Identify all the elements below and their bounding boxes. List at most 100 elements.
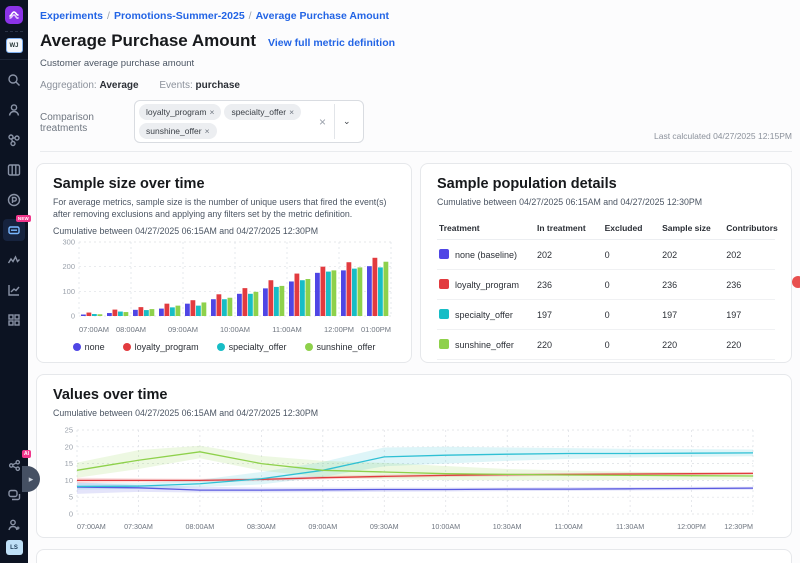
bar-specialty_offer <box>170 307 175 316</box>
bar-none <box>341 270 346 316</box>
values-range: Cumulative between 04/27/2025 06:15AM an… <box>53 408 319 418</box>
sample-size-cell: 236 <box>660 269 725 300</box>
bar-sunshine_offer <box>201 302 207 316</box>
treatment-chip[interactable]: sunshine_offer × <box>139 123 217 139</box>
in-treatment-cell: 220 <box>535 329 603 360</box>
sidebar-divider <box>0 59 28 60</box>
clear-all-icon[interactable]: × <box>319 114 327 129</box>
treatment-chip[interactable]: specialty_offer × <box>224 104 302 120</box>
legend-item-specialty_offer[interactable]: specialty_offer <box>216 342 287 352</box>
search-icon[interactable] <box>3 69 25 91</box>
legend-dot <box>304 342 313 351</box>
population-range: Cumulative between 04/27/2025 06:15AM an… <box>437 197 703 207</box>
aggregation-label: Aggregation: <box>40 80 97 91</box>
chevron-down-icon[interactable]: ⌄ <box>343 116 351 126</box>
bar-loyalty_program <box>190 299 196 316</box>
page-title: Average Purchase Amount <box>40 31 257 50</box>
svg-text:11:00AM: 11:00AM <box>555 522 583 531</box>
chat-icon[interactable] <box>3 484 25 506</box>
bar-none <box>159 308 164 316</box>
treatment-cell: none (baseline) <box>437 239 536 270</box>
svg-text:12:00PM: 12:00PM <box>324 325 354 334</box>
legend-item-loyalty_program[interactable]: loyalty_program <box>122 341 199 352</box>
bar-loyalty_program <box>164 303 170 316</box>
treatment-cell: sunshine_offer <box>437 329 536 360</box>
bar-sunshine_offer <box>149 308 155 316</box>
sample-size-cell: 220 <box>660 329 725 360</box>
svg-text:01:00PM: 01:00PM <box>361 325 391 334</box>
bar-sunshine_offer <box>279 285 285 316</box>
product-analytics-icon[interactable] <box>3 189 25 211</box>
confidence-band-specialty_offer <box>77 446 753 490</box>
in-treatment-cell: 202 <box>535 239 603 270</box>
table-row: specialty_offer 197 0 197 197 <box>437 299 775 330</box>
invite-user-icon[interactable] <box>3 514 25 536</box>
table-row: none (baseline) 202 0 202 202 <box>437 239 775 270</box>
select-divider <box>334 104 336 139</box>
bar-sunshine_offer <box>383 261 389 316</box>
app-logo-icon[interactable] <box>5 6 23 24</box>
table-row: loyalty_program 236 0 236 236 <box>437 269 775 300</box>
dashboard-grid-icon[interactable] <box>3 309 25 331</box>
bar-specialty_offer <box>326 271 331 316</box>
chip-remove-icon[interactable]: × <box>289 107 295 117</box>
breadcrumb-experiment-name[interactable]: Promotions-Summer-2025 <box>113 10 245 22</box>
view-metric-definition-link[interactable]: View full metric definition <box>268 37 396 49</box>
bar-sunshine_offer <box>331 270 337 316</box>
bar-none <box>289 281 294 316</box>
legend-label: loyalty_program <box>134 341 199 352</box>
bar-none <box>367 265 372 316</box>
page-header: Experiments / Promotions-Summer-2025/Avera… <box>36 10 792 152</box>
avatar[interactable]: LS <box>5 540 23 555</box>
confidence-band-sunshine_offer <box>77 445 753 481</box>
excluded-cell: 0 <box>602 299 661 330</box>
sidebar-divider <box>5 31 23 32</box>
sample-size-range: Cumulative between 04/27/2025 06:15AM an… <box>53 225 319 236</box>
table-column-header: In treatment <box>535 217 603 240</box>
svg-text:08:00AM: 08:00AM <box>116 325 146 334</box>
svg-text:10:00AM: 10:00AM <box>220 325 250 334</box>
line-chart-icon[interactable] <box>3 279 25 301</box>
funnel-icon[interactable] <box>3 249 25 271</box>
metric-dispersion-card: Metric dispersion Cumulative between 04/… <box>36 549 792 563</box>
bar-none <box>237 293 242 316</box>
treatment-chip[interactable]: loyalty_program × <box>139 104 222 120</box>
table-column-header: Sample size <box>660 217 725 240</box>
sample-size-cell: 202 <box>660 239 725 270</box>
legend-item-none[interactable]: none <box>72 342 105 352</box>
notification-dot[interactable] <box>792 276 800 288</box>
chip-remove-icon[interactable]: × <box>209 107 215 117</box>
header-divider <box>40 151 792 152</box>
contributors-cell: 197 <box>724 299 775 330</box>
legend-item-sunshine_offer[interactable]: sunshine_offer <box>304 342 375 352</box>
share-ai-icon[interactable]: AI <box>3 450 31 476</box>
breadcrumb-experiments[interactable]: Experiments <box>40 10 104 22</box>
population-card: Sample population details Cumulative bet… <box>420 163 792 363</box>
bar-loyalty_program <box>86 312 92 316</box>
bar-sunshine_offer <box>123 311 129 316</box>
nodes-icon[interactable] <box>3 129 25 151</box>
svg-text:15: 15 <box>65 459 73 468</box>
treatment-color-swatch <box>439 279 449 289</box>
excluded-cell: 0 <box>602 239 661 270</box>
table-column-header: Excluded <box>602 217 661 240</box>
svg-text:07:00AM: 07:00AM <box>77 522 106 531</box>
svg-text:07:30AM: 07:30AM <box>124 522 153 531</box>
chip-remove-icon[interactable]: × <box>204 126 210 136</box>
bar-sunshine_offer <box>305 278 311 316</box>
user-icon[interactable] <box>3 99 25 121</box>
population-title: Sample population details <box>437 176 617 192</box>
workspace-badge[interactable]: WJ <box>5 38 23 53</box>
table-column-header: Treatment <box>437 217 536 240</box>
values-line-chart: 0 5 10 15 20 25 07:00AM 07:30AM 08:00AM 08:30AM 09… <box>65 426 754 531</box>
columns-icon[interactable] <box>3 159 25 181</box>
sample-size-bar-chart: 0 100 200 300 07:00AM 08:00AM 09:00AM 10:00AM 11… <box>62 237 392 334</box>
comparison-treatments-select[interactable]: loyalty_program × specialty_offer × sunshine… <box>134 100 364 143</box>
metrics-active-icon[interactable]: NEW <box>3 215 31 241</box>
sidebar: WJ NEW AI LS <box>0 0 31 563</box>
bar-sunshine_offer <box>175 305 181 316</box>
legend-dot <box>122 342 131 351</box>
bar-specialty_offer <box>196 305 201 316</box>
bar-chart-legend: none loyalty_program specialty_offer sunshi… <box>53 342 395 352</box>
sidebar-expand-handle[interactable]: ▸ <box>22 466 40 492</box>
